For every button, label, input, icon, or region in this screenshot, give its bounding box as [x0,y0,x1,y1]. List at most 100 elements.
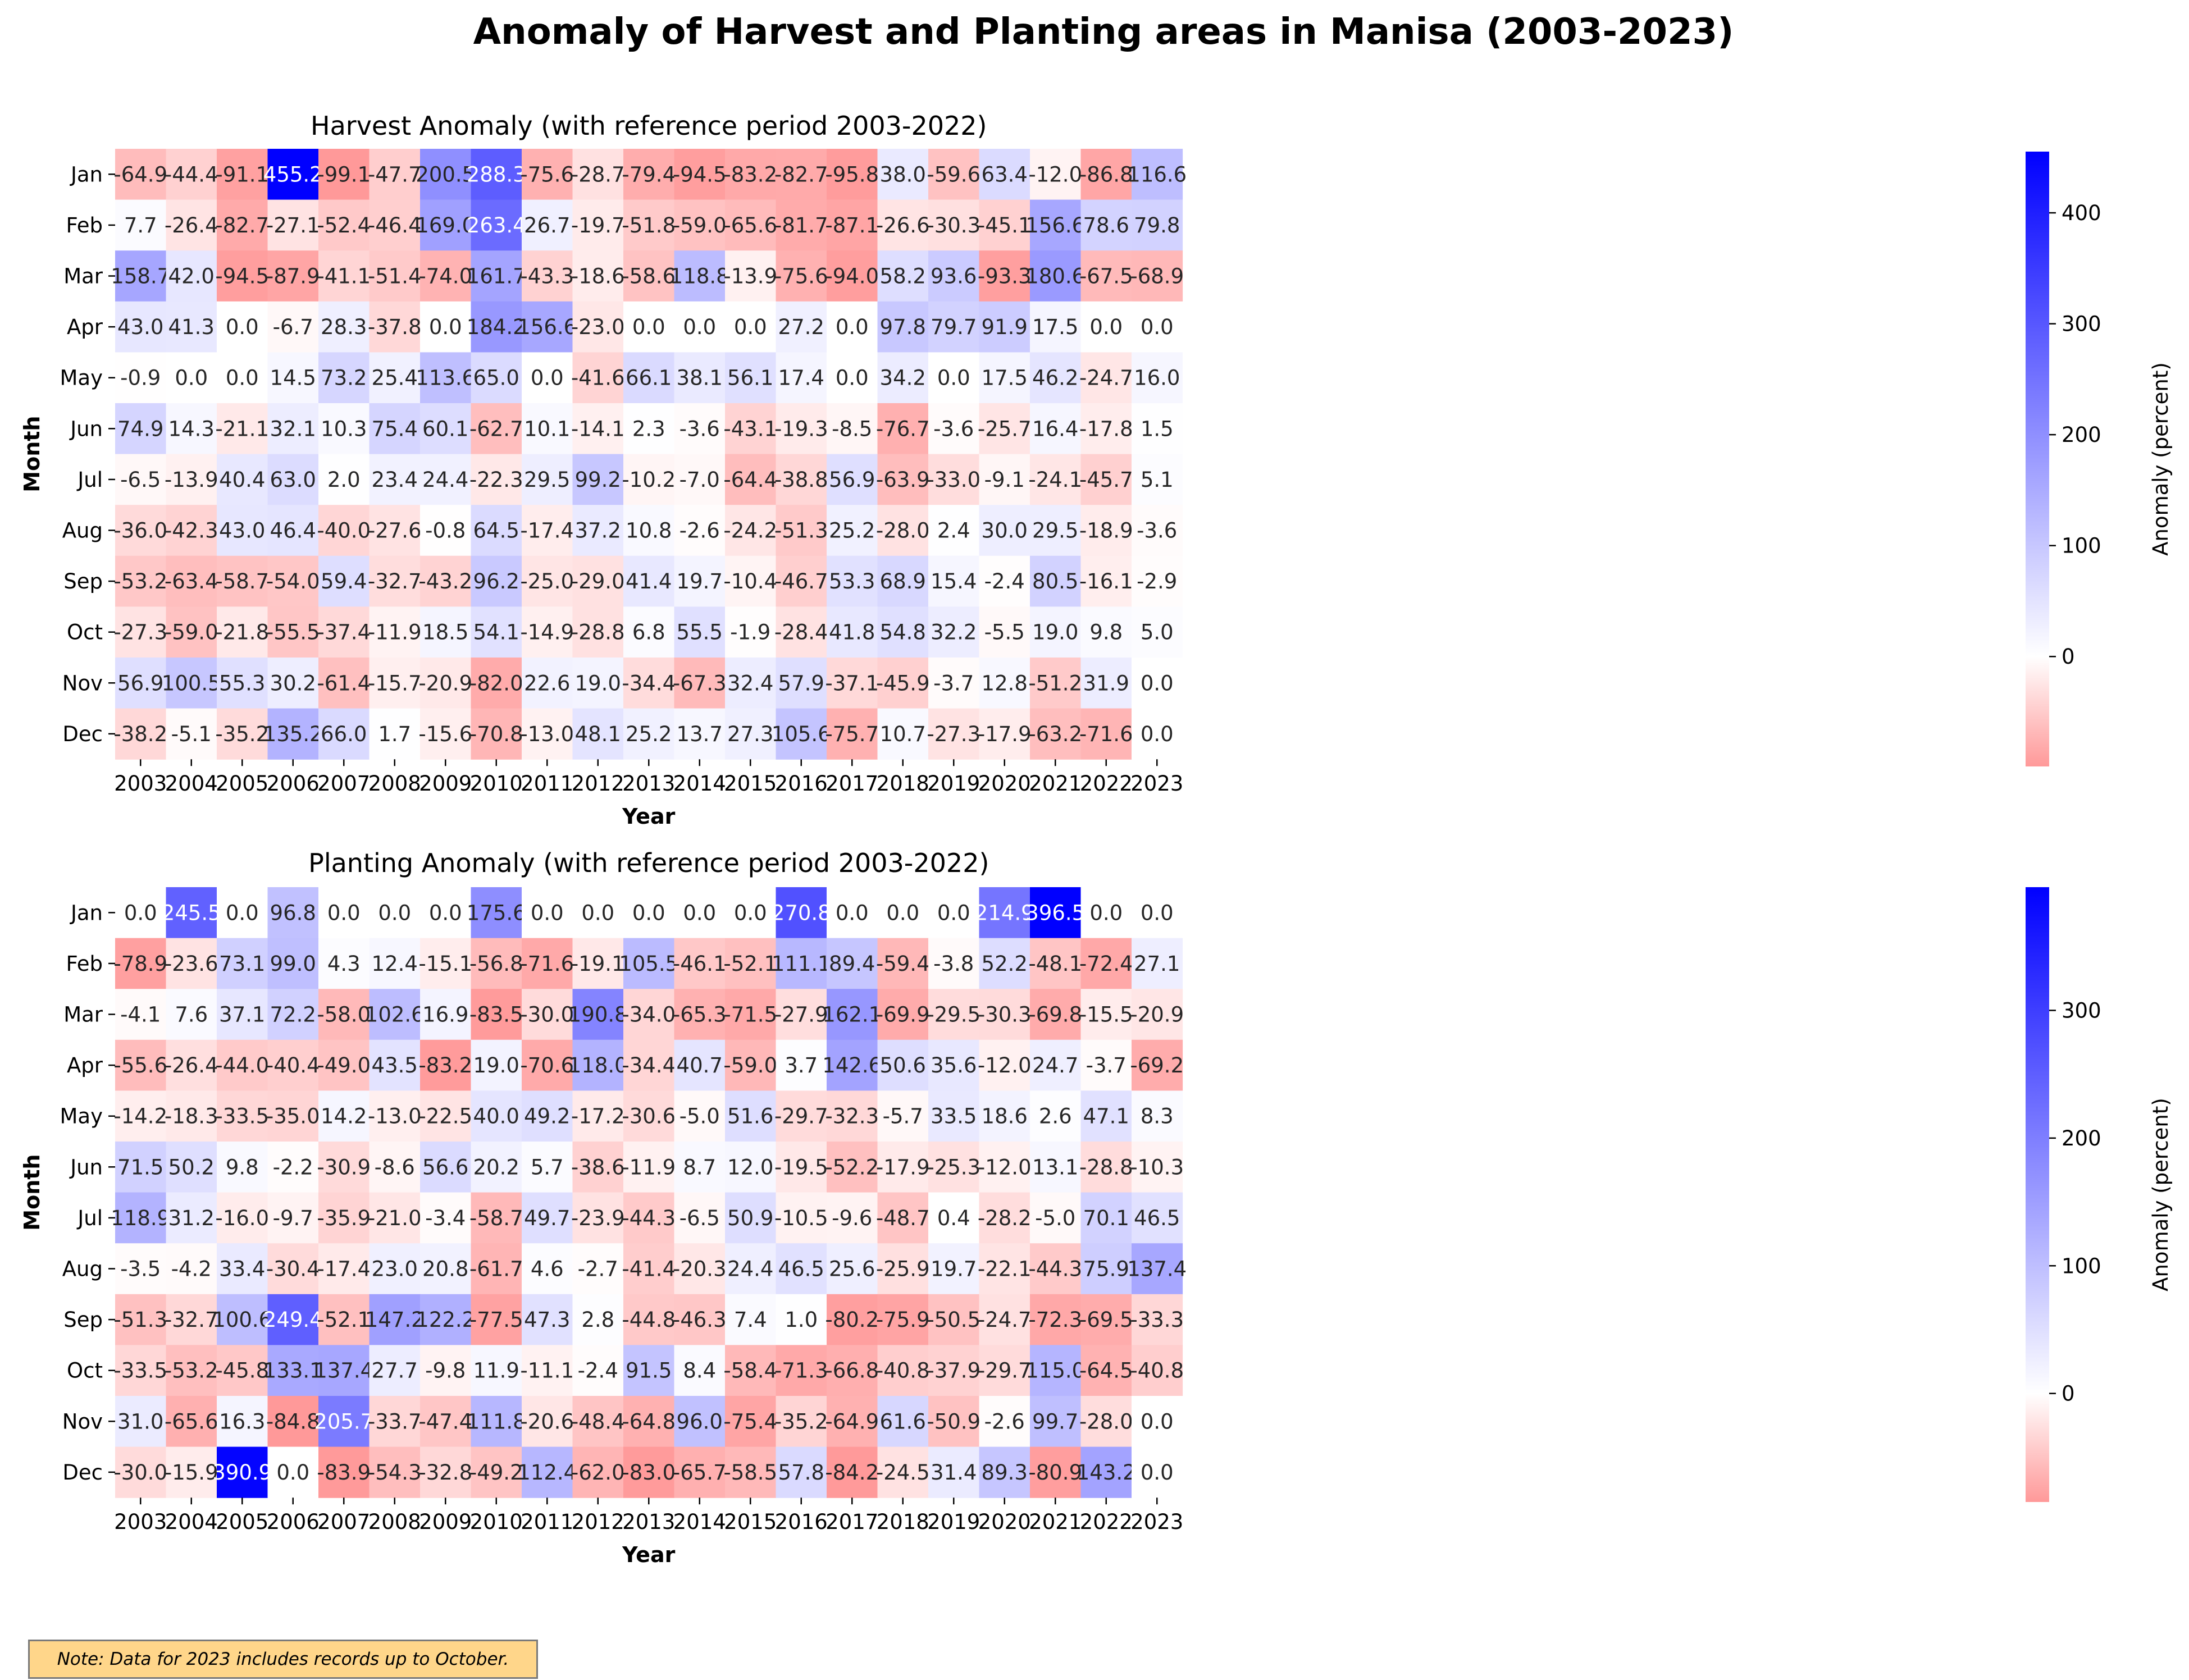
heatmap-cell [776,708,827,760]
cell-value-label: -29.5 [927,1003,981,1027]
heatmap-cell [776,149,827,200]
heatmap-cell [115,1396,167,1448]
cell-value-label: -70.6 [520,1053,574,1078]
heatmap-cell [776,1243,827,1295]
cell-value-label: -10.4 [723,569,777,594]
cell-value-label: 43.0 [219,519,265,543]
heatmap-cell [115,555,167,607]
heatmap-cell [1030,658,1082,709]
cell-value-label: -10.5 [774,1206,828,1230]
cell-value-label: -30.4 [266,1257,320,1281]
heatmap-cell [115,938,167,989]
heatmap-cell [1080,1345,1132,1396]
heatmap-cell [1132,1039,1183,1091]
cell-value-label: 111.1 [772,952,831,976]
heatmap-cell [572,658,624,709]
cell-value-label: -33.0 [927,468,981,492]
heatmap-cell [1132,1446,1183,1498]
heatmap-cell [877,1294,929,1345]
heatmap-cell [776,887,827,939]
heatmap-cell [776,1192,827,1244]
cell-value-label: -40.8 [1130,1359,1184,1383]
cell-value-label: 112.4 [517,1460,577,1485]
cell-value-label: -28.0 [876,519,930,543]
heatmap-cell [928,708,980,760]
cell-value-label: -52.1 [317,1308,371,1332]
heatmap-cell [471,301,522,353]
cell-value-label: -40.0 [317,519,371,543]
cell-value-label: 0.0 [937,366,970,390]
cell-value-label: -53.2 [165,1359,218,1383]
heatmap-cell [725,658,777,709]
heatmap-cell [572,454,624,505]
cell-value-label: 113.6 [416,366,475,390]
cell-value-label: 40.7 [677,1053,723,1078]
cell-value-label: -13.0 [520,722,574,746]
heatmap-cell [1030,606,1082,658]
heatmap-cell [827,1039,878,1091]
cell-value-label: -70.8 [469,722,523,746]
heatmap-cell [827,658,878,709]
cell-value-label: 73.1 [219,952,265,976]
x-tick-label: 2014 [673,1510,726,1534]
cell-value-label: -3.7 [933,671,974,695]
cell-value-label: 1.5 [1141,417,1174,441]
heatmap-cell [623,658,675,709]
heatmap-cell [318,1039,370,1091]
cell-value-label: -37.4 [317,620,371,645]
heatmap-cell [623,1142,675,1193]
cell-value-label: -30.0 [520,1003,574,1027]
heatmap-cell [623,403,675,455]
heatmap-cell [877,454,929,505]
cell-value-label: -33.5 [215,1104,269,1129]
cell-value-label: 0.0 [1141,1460,1174,1485]
heatmap-cell [217,887,268,939]
cell-value-label: -48.1 [1028,952,1082,976]
cell-value-label: 24.7 [1032,1053,1078,1078]
cell-value-label: 137.4 [314,1359,373,1383]
heatmap-cell [928,301,980,353]
heatmap-cell [979,1039,1030,1091]
cell-value-label: -83.5 [469,1003,523,1027]
x-tick-label: 2013 [622,1510,675,1534]
x-tick-label: 2021 [1029,1510,1082,1534]
x-tick-label: 2017 [826,1510,878,1534]
heatmap-cell [623,708,675,760]
cell-value-label: 64.5 [473,519,519,543]
cell-value-label: -4.1 [120,1003,161,1027]
heatmap-cell [674,454,726,505]
data-note: Note: Data for 2023 includes records up … [28,1640,538,1679]
heatmap-cell [1080,708,1132,760]
heatmap-cell [217,199,268,251]
cell-value-label: -26.6 [876,213,930,238]
heatmap-cell [166,555,217,607]
heatmap-cell [166,199,217,251]
heatmap-cell [827,1345,878,1396]
cell-value-label: -16.0 [215,1206,269,1230]
cell-value-label: 55.3 [219,671,265,695]
heatmap-cell [674,938,726,989]
x-tick-label: 2022 [1080,1510,1133,1534]
cell-value-label: -10.3 [1130,1155,1184,1179]
heatmap-cell [267,555,319,607]
cell-value-label: 46.5 [1134,1206,1180,1230]
heatmap-cell [471,1090,522,1142]
cell-value-label: 8.7 [683,1155,716,1179]
cell-value-label: 0.0 [937,901,970,925]
cell-value-label: -40.8 [876,1359,930,1383]
cell-value-label: -2.2 [273,1155,313,1179]
cell-value-label: 115.0 [1025,1359,1085,1383]
heatmap-cell [115,403,167,455]
cell-value-label: 1.7 [378,722,411,746]
cell-value-label: -28.8 [1079,1155,1133,1179]
cell-value-label: -30.3 [927,213,981,238]
cell-value-label: 35.6 [931,1053,977,1078]
cell-value-label: -17.4 [520,519,574,543]
cell-value-label: 51.6 [727,1104,773,1129]
x-tick-label: 2013 [622,771,675,796]
heatmap-cell [420,887,472,939]
cell-value-label: -25.0 [520,569,574,594]
cell-value-label: 8.3 [1141,1104,1174,1129]
cell-value-label: -19.5 [774,1155,828,1179]
heatmap-cell [725,352,777,404]
